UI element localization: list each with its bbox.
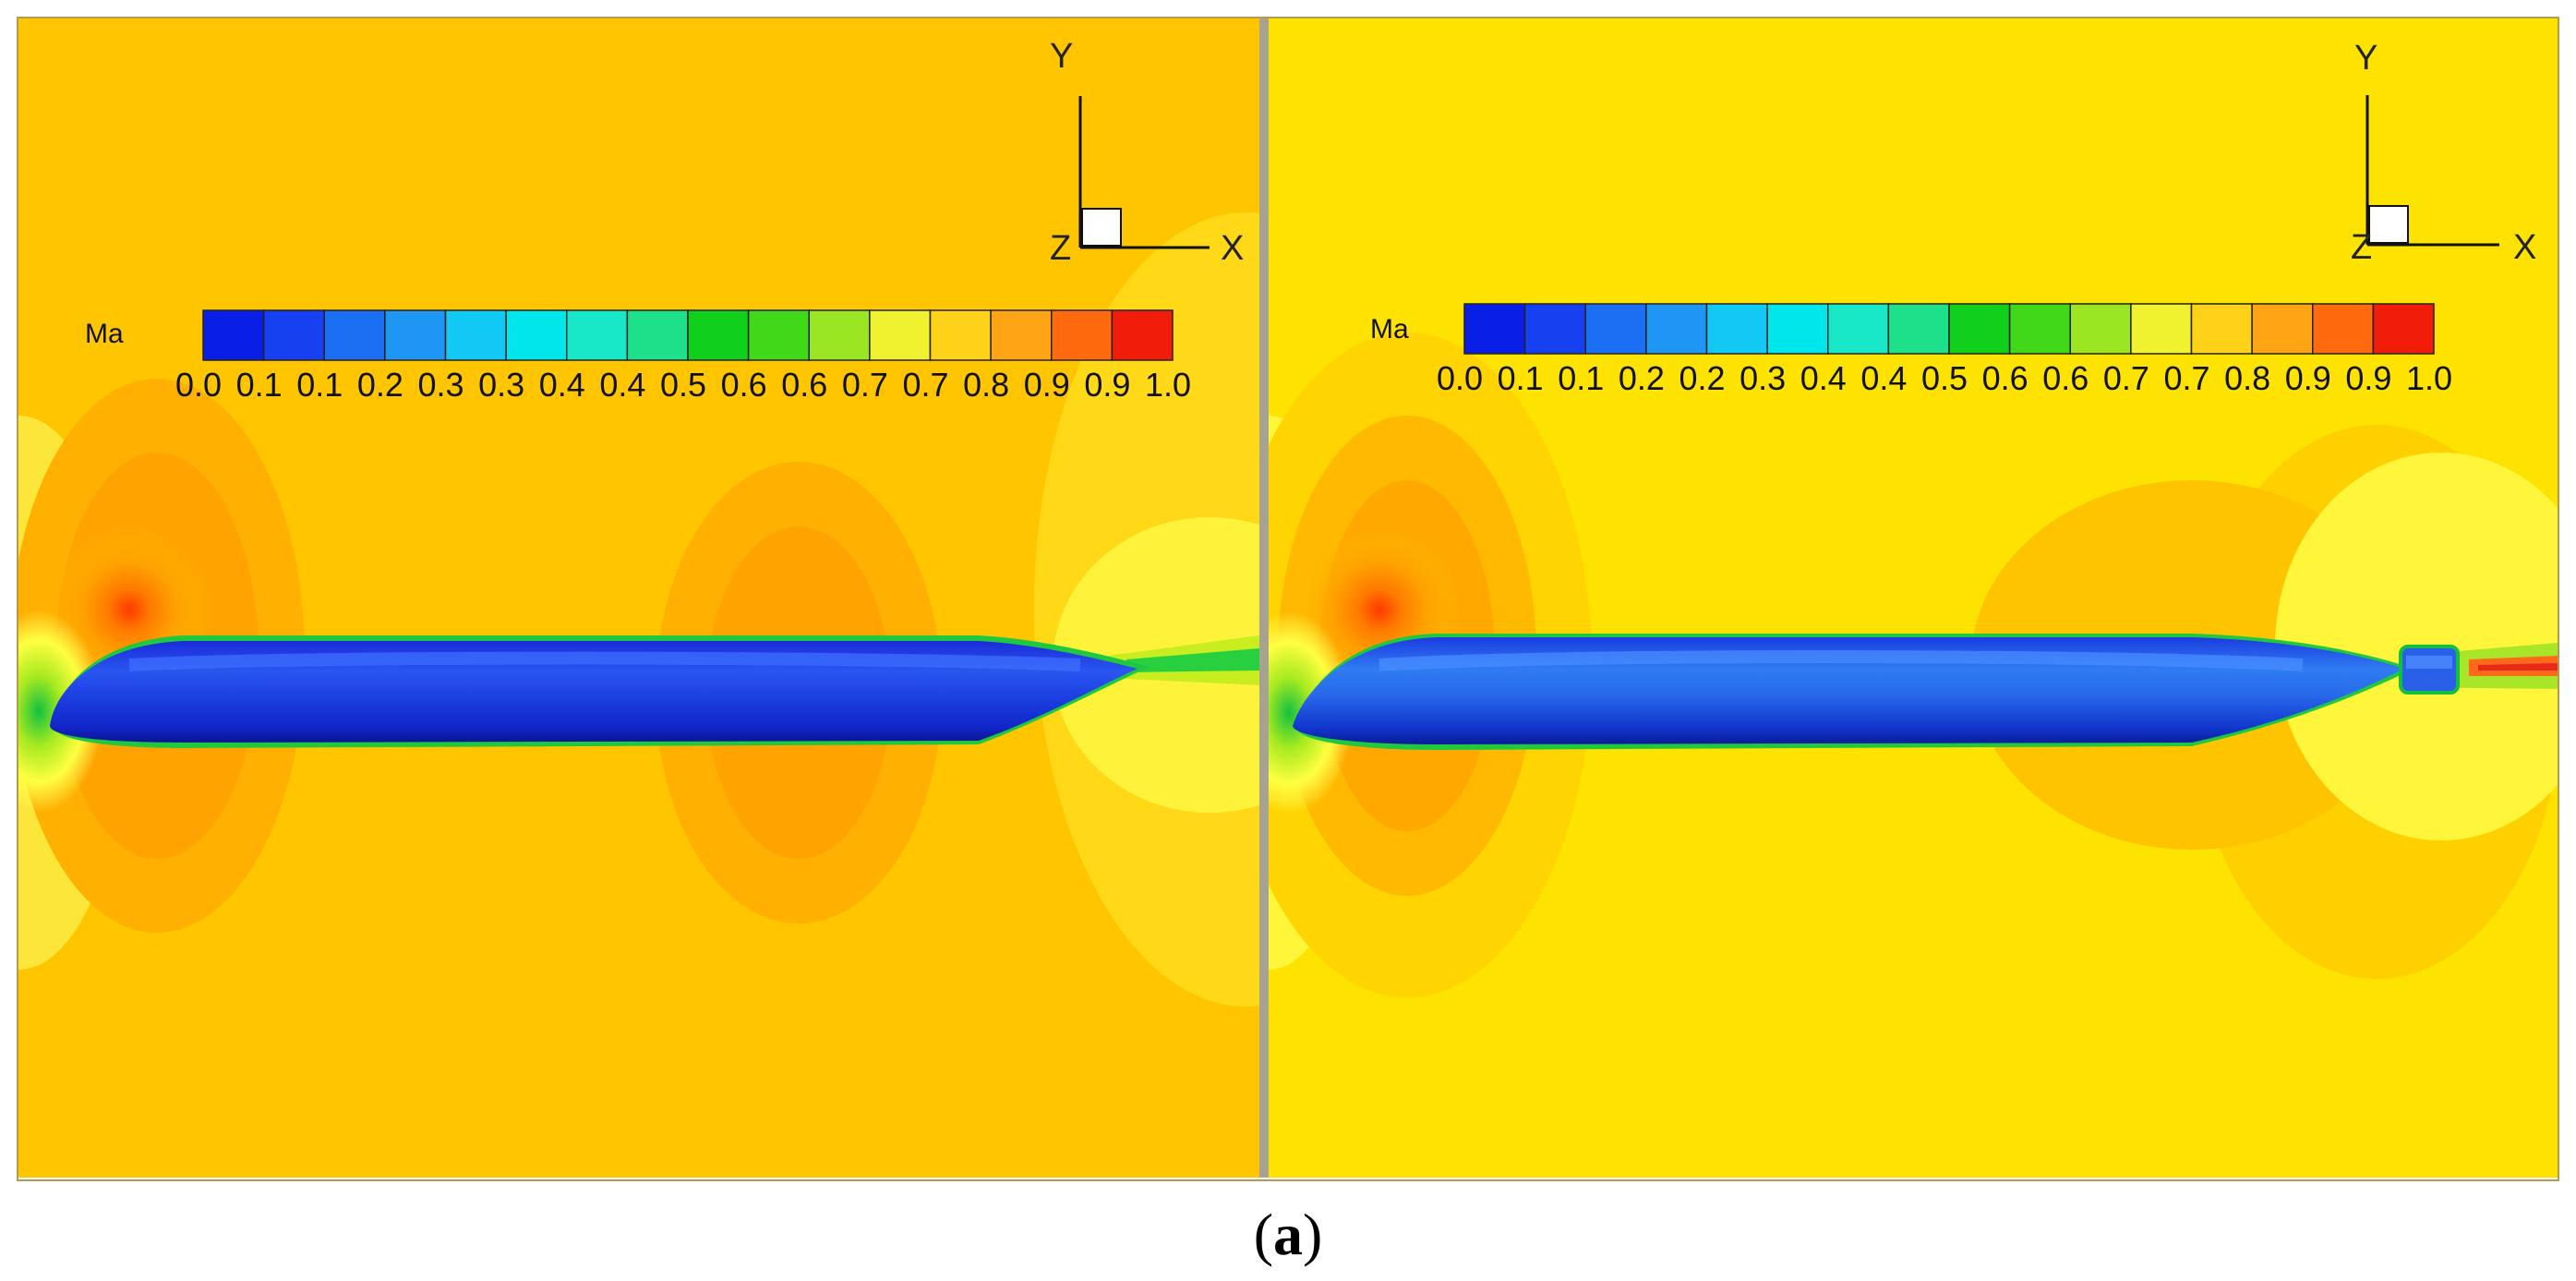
mach-contour-left xyxy=(18,18,1259,1178)
colorbar-tick-label: 0.1 xyxy=(235,366,283,404)
colorbar-tick-label: 0.9 xyxy=(2284,359,2331,397)
colorbar-tick-label: 0.3 xyxy=(478,366,525,404)
colorbar-tick-label: 0.6 xyxy=(2042,359,2089,397)
panel-divider xyxy=(1259,18,1269,1178)
colorbar-tick-label: 0.2 xyxy=(1618,359,1665,397)
colorbar-tick-label: 0.7 xyxy=(841,366,888,404)
colorbar-tick-label: 0.4 xyxy=(1860,359,1908,397)
colorbar-tick-label: 0.8 xyxy=(963,366,1010,404)
colorbar-tick-label: 1.0 xyxy=(1145,366,1192,404)
colorbar-level xyxy=(2372,303,2435,355)
colorbar-level xyxy=(626,309,689,361)
caption-open-paren: ( xyxy=(1253,1202,1273,1267)
hull-highlight xyxy=(1378,650,2304,671)
colorbar-tick-label: 0.3 xyxy=(417,366,464,404)
colorbar-level xyxy=(1948,303,2011,355)
colorbar-level xyxy=(687,309,750,361)
colorbar-level xyxy=(1827,303,1890,355)
colorbar-tick-label: 0.0 xyxy=(175,366,223,404)
colorbar-tick-label: 0.2 xyxy=(356,366,403,404)
colorbar-level xyxy=(1584,303,1647,355)
colorbar-level xyxy=(262,309,325,361)
colorbar-tick-label: 0.8 xyxy=(2224,359,2271,397)
colorbar-tick-label: 0.7 xyxy=(2102,359,2149,397)
colorbar-level xyxy=(323,309,386,361)
colorbar-label-right: Ma xyxy=(1370,314,1409,344)
colorbar-level xyxy=(1051,309,1113,361)
propeller-hub-highlight xyxy=(2406,656,2452,669)
colorbar-tick-label: 0.6 xyxy=(1981,359,2028,397)
colorbar-level xyxy=(2069,303,2132,355)
colorbar-level xyxy=(384,309,447,361)
axis-label-z-right: Z xyxy=(2351,228,2373,267)
wake-core xyxy=(1126,648,1259,672)
colorbar-tick-label: 0.6 xyxy=(781,366,828,404)
colorbar-tick-label: 0.2 xyxy=(1679,359,1726,397)
colorbar-right xyxy=(1463,303,2435,355)
colorbar-level xyxy=(1766,303,1829,355)
colorbar-level xyxy=(1463,303,1526,355)
contour-panel-right: Ma 0.0 0.1 0.1 0.2 0.2 0.3 0.4 0.4 0.5 0.6 0.6 0.7 0… xyxy=(1269,18,2558,1178)
colorbar-level xyxy=(1705,303,1768,355)
colorbar-label-left: Ma xyxy=(85,319,124,349)
colorbar-left xyxy=(202,309,1174,361)
colorbar-level xyxy=(2312,303,2375,355)
colorbar-tick-label: 0.9 xyxy=(1084,366,1131,404)
colorbar-tick-label: 0.0 xyxy=(1437,359,1484,397)
colorbar-tick-label: 0.7 xyxy=(902,366,949,404)
figure-caption: (a) xyxy=(0,1201,2576,1269)
mach-contour-right xyxy=(1269,18,2558,1178)
colorbar-level xyxy=(505,309,568,361)
colorbar-level xyxy=(1523,303,1586,355)
propeller-hub xyxy=(2399,645,2460,695)
hull-highlight xyxy=(128,651,1081,671)
colorbar-level xyxy=(2130,303,2193,355)
colorbar-level xyxy=(566,309,629,361)
colorbar-tick-label: 0.5 xyxy=(660,366,707,404)
colorbar-level xyxy=(2251,303,2314,355)
caption-letter: a xyxy=(1273,1202,1303,1267)
colorbar-level xyxy=(2190,303,2253,355)
axis-label-z-left: Z xyxy=(1050,229,1072,268)
colorbar-tick-label: 0.4 xyxy=(599,366,646,404)
axis-label-y-right: Y xyxy=(2354,39,2378,78)
colorbar-tick-label: 0.3 xyxy=(1739,359,1787,397)
colorbar-tick-label: 0.6 xyxy=(720,366,767,404)
axis-label-x-right: X xyxy=(2513,228,2537,267)
contour-panel-left: Ma 0.0 0.1 0.1 0.2 0.3 0.3 0.4 0.4 0.5 0.6 0.6 0.7 0… xyxy=(18,18,1259,1178)
colorbar-tick-label: 0.9 xyxy=(1023,366,1070,404)
colorbar-tick-label: 1.0 xyxy=(2406,359,2453,397)
colorbar-level xyxy=(869,309,932,361)
axis-triad-right xyxy=(2365,95,2499,247)
hull-body xyxy=(50,641,1138,743)
colorbar-level xyxy=(1111,309,1174,361)
colorbar-level xyxy=(808,309,871,361)
axis-label-y-left: Y xyxy=(1050,37,1074,76)
colorbar-tick-label: 0.1 xyxy=(1497,359,1544,397)
colorbar-level xyxy=(2008,303,2071,355)
colorbar-level xyxy=(1887,303,1950,355)
axis-triad-left xyxy=(1078,96,1210,249)
propeller-jet-core xyxy=(2478,663,2558,671)
colorbar-level xyxy=(1645,303,1708,355)
caption-close-paren: ) xyxy=(1303,1202,1323,1267)
colorbar-tick-label: 0.1 xyxy=(296,366,343,404)
colorbar-level xyxy=(929,309,992,361)
colorbar-level xyxy=(444,309,507,361)
colorbar-tick-label: 0.4 xyxy=(538,366,585,404)
colorbar-tick-label: 0.4 xyxy=(1800,359,1847,397)
colorbar-tick-label: 0.9 xyxy=(2345,359,2392,397)
axis-label-x-left: X xyxy=(1221,229,1245,268)
colorbar-tick-label: 0.7 xyxy=(2163,359,2210,397)
colorbar-tick-label: 0.1 xyxy=(1558,359,1605,397)
colorbar-level xyxy=(747,309,810,361)
colorbar-level xyxy=(202,309,265,361)
colorbar-level xyxy=(990,309,1053,361)
colorbar-tick-label: 0.5 xyxy=(1921,359,1968,397)
